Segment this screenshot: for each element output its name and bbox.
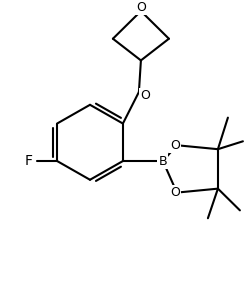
Text: O: O [136,1,146,14]
Text: O: O [140,89,150,103]
Text: O: O [170,186,180,199]
Text: O: O [170,139,180,152]
Text: B: B [159,155,167,168]
Text: F: F [25,154,33,168]
